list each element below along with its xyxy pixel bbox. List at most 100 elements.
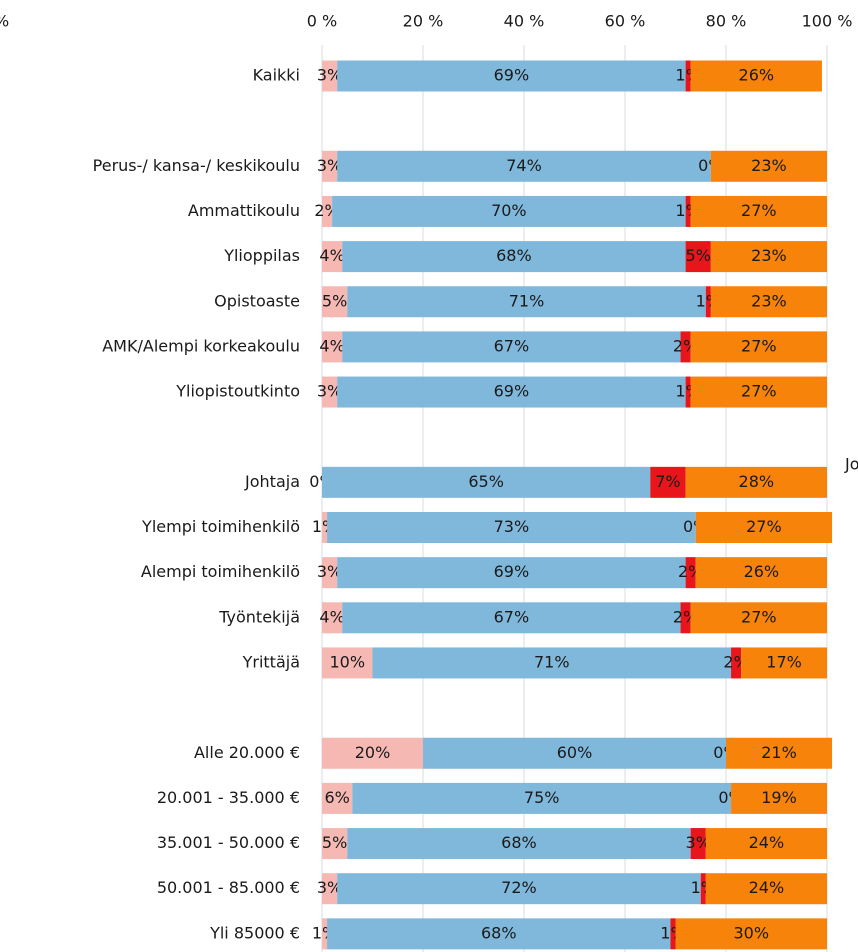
category-label: AMK/Alempi korkeakoulu [102,336,300,355]
bar-segment [322,557,338,589]
bar-segment [322,828,348,860]
bar-segment [327,512,696,543]
value-label: 27% [746,517,782,536]
value-label: 23% [751,156,787,175]
bar-segment [342,602,681,634]
clipped-text: Jo [844,455,858,474]
value-label: 68% [481,923,517,942]
bar-segment [342,331,681,363]
category-label: Johtaja [244,472,300,491]
category-label: Ammattikoulu [188,201,300,220]
bar-segment [322,466,651,498]
bar-segment [690,195,827,227]
value-label: 69% [494,562,530,581]
bar-segment [322,331,343,363]
bar-segment [675,918,827,950]
bar-segment [705,286,711,318]
value-label: 71% [534,652,570,671]
bar-segment [322,195,333,227]
bar-segment [337,873,701,905]
bar-segment [337,376,686,408]
value-label: 30% [733,923,769,942]
value-label: 60% [557,743,593,762]
x-tick-label: 0 % [307,12,337,31]
bar-segment [685,466,827,498]
bar-segment [337,150,711,182]
category-label: Kaikki [253,66,300,85]
bar-segment [423,737,726,769]
value-label: 68% [501,833,537,852]
bar-segment [685,241,711,273]
value-label: 3% [317,156,342,175]
category-label: Yli 85000 € [209,923,300,942]
bar-segment [695,557,827,589]
bar-segment [322,60,338,92]
bar-segment [322,918,328,950]
bar-segment [705,873,827,905]
value-label: 72% [501,878,537,897]
value-label: 75% [524,788,560,807]
bar-segment [685,195,691,227]
x-tick-label: 20 % [403,12,444,31]
category-label: Työntekijä [218,607,300,626]
bar-segment [680,602,691,634]
category-label: Perus-/ kansa-/ keskikoulu [93,156,300,175]
bar-segment [650,466,686,498]
bar-segment [322,241,343,273]
value-label: 5% [322,291,347,310]
bar-segment [347,286,706,318]
category-label: 20.001 - 35.000 € [157,788,300,807]
bar-segment [332,195,686,227]
category-label: 50.001 - 85.000 € [157,878,300,897]
bar-segment [372,647,732,679]
bar-segment [337,60,686,92]
bar-segment [322,737,423,769]
value-label: 26% [739,66,775,85]
value-label: 27% [741,382,777,401]
value-label: 74% [506,156,542,175]
bar-segment [322,602,343,634]
bar-segment [726,737,833,769]
value-label: 68% [496,246,532,265]
value-label: 23% [751,291,787,310]
bar-segment [322,376,338,408]
bar-segment [322,150,338,182]
bar-segment [322,873,338,905]
bar-segment [710,286,827,318]
x-tick-label: 80 % [706,12,747,31]
value-label: 5% [686,246,711,265]
value-label: 26% [744,562,780,581]
value-label: 67% [494,607,530,626]
bar-segment [670,918,676,950]
value-label: 20% [355,743,391,762]
bar-segment [685,376,691,408]
value-label: 19% [761,788,797,807]
bar-segment [690,376,827,408]
bar-segment [690,331,827,363]
bar-segment [731,647,742,679]
value-label: 65% [468,472,504,491]
clipped-text: % [0,12,9,31]
x-tick-label: 40 % [504,12,545,31]
category-label: Yliopistoutkinto [175,382,300,401]
value-label: 17% [766,652,802,671]
value-label: 4% [319,607,344,626]
value-label: 3% [317,878,342,897]
bar-segment [695,512,833,543]
bar-segment [705,828,827,860]
value-label: 28% [739,472,775,491]
bar-segment [690,602,827,634]
value-label: 27% [741,336,777,355]
x-tick-label: 100 % [802,12,853,31]
bar-segment [700,873,706,905]
value-label: 69% [494,66,530,85]
value-label: 4% [319,246,344,265]
bar-segment [347,828,691,860]
x-tick-label: 60 % [605,12,646,31]
bar-segment [731,782,827,814]
value-label: 3% [317,562,342,581]
value-label: 6% [324,788,349,807]
category-label: 35.001 - 50.000 € [157,833,300,852]
bar-segment [322,286,348,318]
value-label: 27% [741,607,777,626]
